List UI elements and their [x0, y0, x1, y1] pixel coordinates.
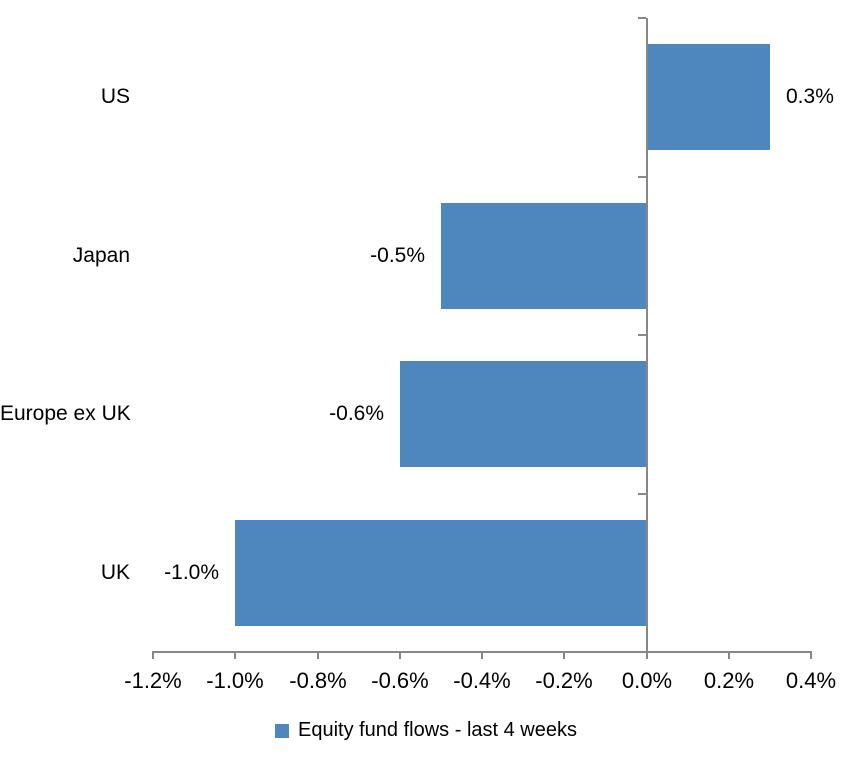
category-label: Europe ex UK — [0, 402, 131, 425]
x-axis-tick — [728, 651, 730, 659]
x-tick-label: -1.2% — [124, 668, 182, 693]
y-axis-tick — [638, 176, 646, 178]
bar-uk — [235, 520, 647, 626]
x-tick-label: 0.4% — [785, 668, 837, 693]
x-axis-tick — [563, 651, 565, 659]
x-tick-label: -0.8% — [289, 668, 347, 693]
data-label: 0.3% — [786, 85, 834, 108]
x-tick-label: 0.0% — [621, 668, 673, 693]
y-axis-tick — [638, 334, 646, 336]
x-axis-tick — [152, 651, 154, 659]
data-label: -0.5% — [370, 244, 425, 267]
category-label: Japan — [72, 244, 130, 267]
y-axis-tick — [638, 493, 646, 495]
data-label: -0.6% — [329, 402, 384, 425]
legend-label: Equity fund flows - last 4 weeks — [297, 719, 577, 741]
category-label: US — [100, 85, 130, 108]
x-axis-tick — [234, 651, 236, 659]
bar-europe-ex-uk — [399, 361, 647, 467]
y-axis-tick — [638, 17, 646, 19]
x-axis-tick — [481, 651, 483, 659]
data-label: -1.0% — [164, 561, 219, 584]
x-axis-tick — [399, 651, 401, 659]
x-axis-tick — [810, 651, 812, 659]
legend-marker-icon — [274, 723, 289, 738]
x-tick-label: -0.6% — [371, 668, 429, 693]
bar-japan — [440, 203, 647, 309]
x-tick-label: -0.4% — [453, 668, 511, 693]
bar-us — [646, 44, 770, 150]
x-axis-tick — [317, 651, 319, 659]
legend: Equity fund flows - last 4 weeks — [0, 719, 852, 742]
x-axis-tick — [646, 651, 648, 659]
x-tick-label: 0.2% — [703, 668, 755, 693]
category-label: UK — [100, 561, 130, 584]
x-tick-label: -0.2% — [535, 668, 593, 693]
x-tick-label: -1.0% — [206, 668, 264, 693]
y-axis-line — [646, 18, 648, 652]
